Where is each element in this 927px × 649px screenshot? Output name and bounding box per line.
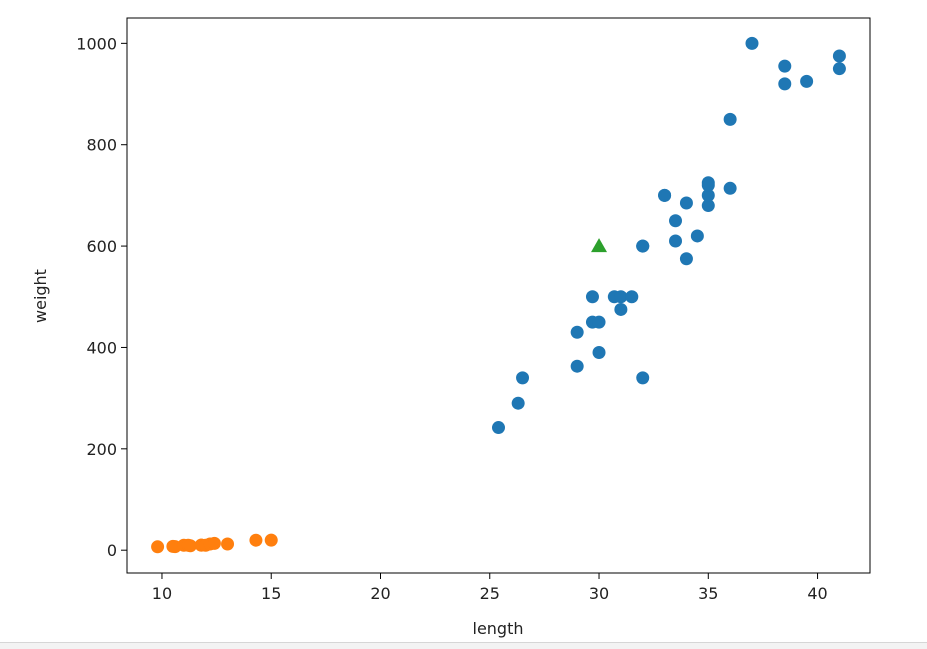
scatter-point-series-1	[625, 290, 639, 304]
scatter-point-series-1	[778, 77, 792, 91]
y-tick-label: 400	[86, 338, 117, 357]
scatter-point-series-1	[701, 199, 715, 213]
scatter-point-series-1	[658, 188, 672, 202]
scatter-point-series-1	[832, 49, 846, 63]
x-axis-label: length	[473, 619, 524, 638]
y-axis-label: weight	[31, 269, 50, 323]
scatter-point-series-1	[679, 196, 693, 210]
scatter-point-series-1	[832, 62, 846, 76]
scatter-point-series-2	[207, 536, 221, 550]
scatter-point-series-1	[511, 396, 525, 410]
y-tick-label: 1000	[76, 34, 117, 53]
plot-frame	[126, 17, 871, 574]
x-tick-label: 40	[807, 584, 827, 603]
scatter-point-series-1	[636, 239, 650, 253]
scatter-point-series-1	[723, 181, 737, 195]
scatter-point-series-1	[701, 188, 715, 202]
scatter-point-series-1	[592, 315, 606, 329]
y-tick-label: 800	[86, 136, 117, 155]
window-bottom-edge	[0, 642, 927, 649]
data-points	[151, 36, 846, 554]
scatter-point-series-1	[570, 359, 584, 373]
scatter-point-series-1	[690, 229, 704, 243]
scatter-point-series-1	[679, 252, 693, 266]
x-tick-label: 35	[698, 584, 718, 603]
scatter-point-series-1	[636, 371, 650, 385]
scatter-point-series-1	[701, 178, 715, 192]
x-tick-label: 15	[261, 584, 281, 603]
scatter-point-series-1	[778, 59, 792, 73]
scatter-point-series-1	[669, 234, 683, 248]
x-tick-label: 25	[480, 584, 500, 603]
scatter-point-series-1	[570, 325, 584, 339]
scatter-point-series-2	[249, 533, 263, 547]
plot-area	[127, 18, 870, 573]
y-tick-label: 600	[86, 237, 117, 256]
x-tick-label: 10	[152, 584, 172, 603]
scatter-point-series-1	[614, 302, 628, 316]
scatter-point-series-2	[221, 537, 235, 551]
scatter-point-series-1	[800, 74, 814, 88]
scatter-point-series-1	[592, 346, 606, 360]
scatter-point-series-1	[492, 421, 505, 435]
scatter-point-series-2	[264, 533, 278, 547]
y-tick-label: 0	[107, 541, 117, 560]
scatter-point-series-1	[723, 112, 737, 126]
scatter-point-series-1	[669, 214, 683, 228]
x-tick-label: 30	[589, 584, 609, 603]
scatter-point-series-3	[591, 238, 608, 253]
scatter-point-series-1	[585, 290, 599, 304]
scatter-point-series-1	[614, 290, 628, 304]
scatter-point-series-1	[516, 371, 530, 385]
scatter-point-series-2	[183, 539, 197, 553]
x-tick-label: 20	[370, 584, 390, 603]
y-tick-label: 200	[86, 440, 117, 459]
scatter-point-series-1	[745, 36, 759, 50]
scatter-point-series-2	[151, 540, 165, 554]
